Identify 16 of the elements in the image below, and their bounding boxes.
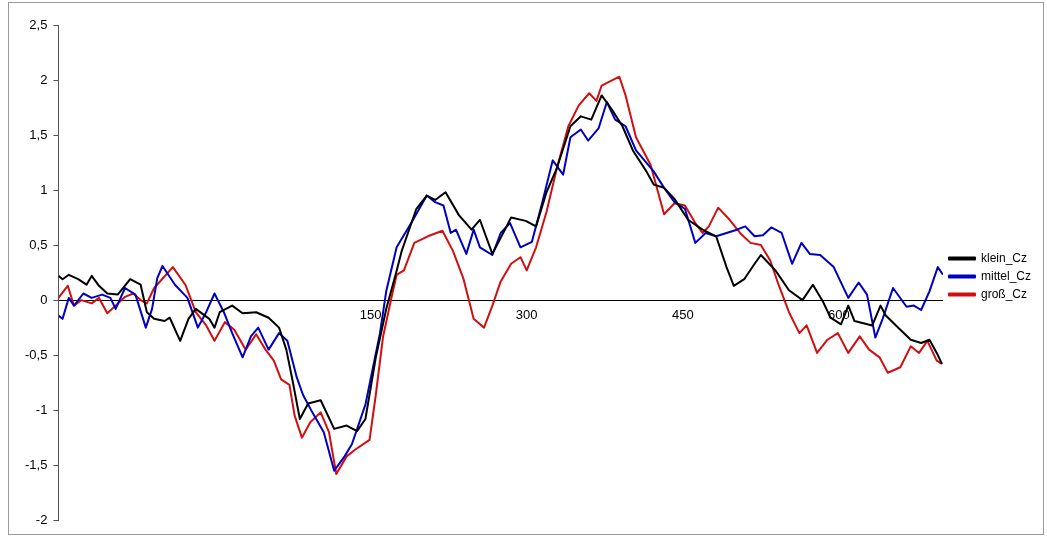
y-tick-label: -1 (35, 401, 48, 417)
y-tick-label: 1 (40, 181, 48, 197)
y-tick-label: -1,5 (24, 456, 48, 472)
x-tick-label: 150 (359, 307, 382, 323)
legend-label: groß_Cz (980, 286, 1028, 301)
x-tick-label: 450 (671, 307, 694, 323)
y-tick-label: 2,5 (29, 16, 48, 32)
legend-label: klein_Cz (980, 250, 1028, 265)
x-tick-label: 300 (515, 307, 538, 323)
legend-label: mittel_Cz (980, 268, 1032, 283)
y-tick-label: -2 (35, 511, 48, 527)
y-tick-label: 0 (40, 291, 48, 307)
y-tick-label: 0,5 (29, 236, 48, 252)
y-tick-label: -0,5 (24, 346, 48, 362)
y-tick-label: 2 (40, 71, 48, 87)
y-tick-label: 1,5 (29, 126, 48, 142)
